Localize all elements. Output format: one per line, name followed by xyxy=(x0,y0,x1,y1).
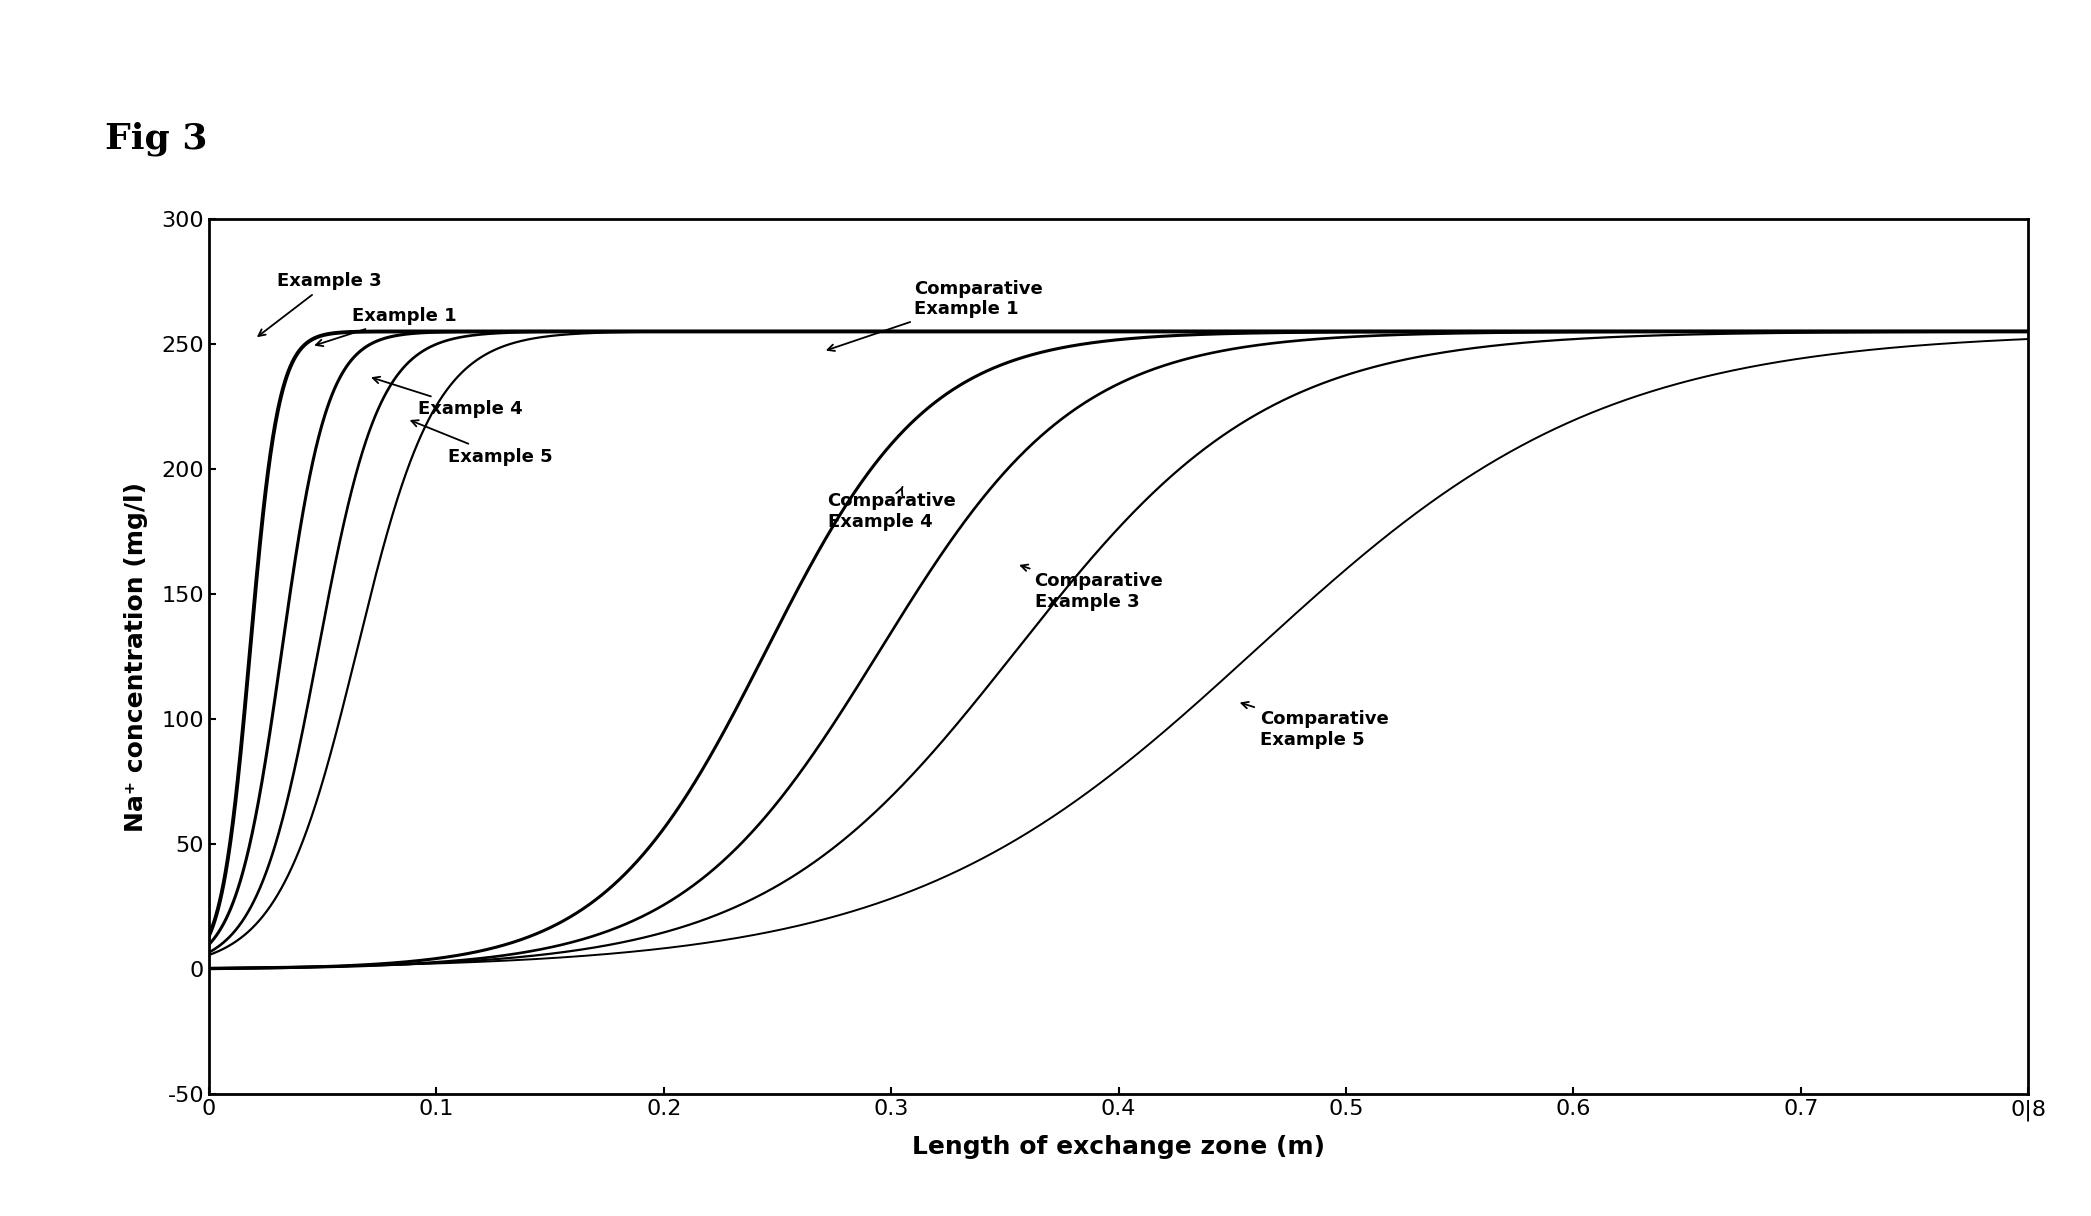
Text: Example 5: Example 5 xyxy=(412,421,552,466)
Y-axis label: Na⁺ concentration (mg/l): Na⁺ concentration (mg/l) xyxy=(123,482,148,832)
Text: Example 3: Example 3 xyxy=(259,272,383,336)
Text: Example 4: Example 4 xyxy=(372,377,523,418)
Text: Example 1: Example 1 xyxy=(316,308,458,347)
X-axis label: Length of exchange zone (m): Length of exchange zone (m) xyxy=(912,1135,1326,1159)
Text: Comparative
Example 1: Comparative Example 1 xyxy=(828,280,1043,351)
Text: Comparative
Example 5: Comparative Example 5 xyxy=(1242,702,1388,749)
Text: Fig 3: Fig 3 xyxy=(105,122,207,156)
Text: Comparative
Example 3: Comparative Example 3 xyxy=(1020,564,1163,610)
Text: Comparative
Example 4: Comparative Example 4 xyxy=(828,486,956,531)
